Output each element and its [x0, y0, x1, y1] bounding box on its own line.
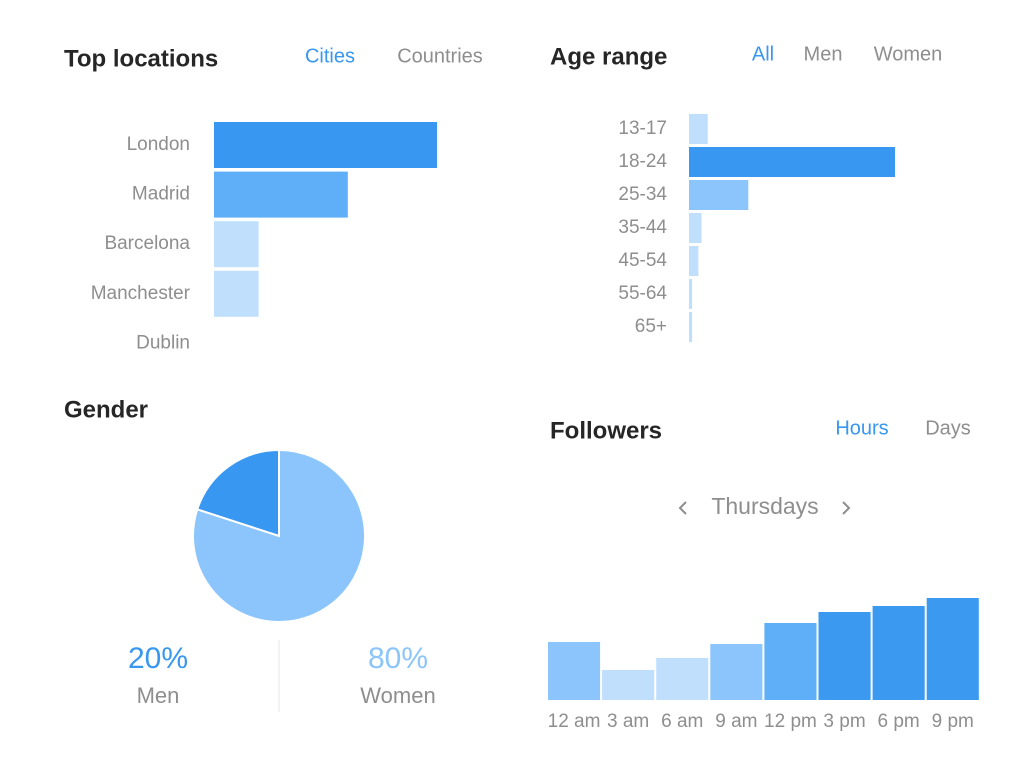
- prev-arrow[interactable]: [678, 501, 687, 515]
- category-label: Manchester: [91, 283, 191, 304]
- x-tick-label: 3 am: [607, 711, 649, 732]
- bar: [689, 312, 693, 342]
- bar: [689, 213, 702, 243]
- pie-slice: [192, 448, 366, 623]
- tab[interactable]: Hours: [835, 417, 888, 439]
- bar: [764, 623, 817, 700]
- bar: [926, 598, 979, 700]
- x-tick-label: 3 pm: [823, 711, 865, 732]
- category-label: Dublin: [136, 332, 190, 353]
- category-label: 13-17: [618, 118, 667, 139]
- section-title: Top locations: [64, 45, 218, 72]
- category-label: 55-64: [618, 283, 667, 304]
- bar: [872, 606, 925, 700]
- bar: [818, 612, 871, 700]
- category-label: 18-24: [618, 151, 667, 172]
- x-tick-label: 12 pm: [764, 711, 817, 732]
- category-label: 65+: [635, 316, 667, 337]
- x-tick-label: 9 pm: [932, 711, 974, 732]
- x-tick-label: 12 am: [548, 711, 601, 732]
- category-label: London: [127, 134, 190, 155]
- section-title: Age range: [550, 43, 667, 70]
- value-label: 20%: [128, 642, 188, 675]
- x-tick-label: 6 pm: [878, 711, 920, 732]
- value-label: 80%: [368, 642, 428, 675]
- category-label: 25-34: [618, 184, 667, 205]
- tab[interactable]: Days: [925, 417, 971, 439]
- bar: [214, 270, 259, 317]
- x-tick-label: 9 am: [715, 711, 757, 732]
- bar: [214, 171, 348, 218]
- tab[interactable]: Women: [874, 43, 943, 65]
- tab[interactable]: Men: [804, 43, 843, 65]
- category-label: 35-44: [618, 217, 667, 238]
- bar: [689, 180, 749, 210]
- bar: [710, 644, 763, 700]
- next-arrow[interactable]: [842, 501, 851, 515]
- bar: [689, 246, 699, 276]
- bar: [689, 279, 693, 309]
- x-tick-label: 6 am: [661, 711, 703, 732]
- bar: [656, 658, 709, 700]
- bar: [689, 147, 895, 177]
- category-label: Men: [137, 683, 180, 708]
- category-label: Women: [360, 683, 435, 708]
- section-title: Followers: [550, 417, 662, 444]
- pie-slice: [195, 448, 280, 538]
- bar: [689, 114, 708, 144]
- bar: [548, 642, 601, 700]
- bar: [602, 670, 655, 700]
- bar: [214, 221, 259, 268]
- tab[interactable]: Countries: [397, 45, 483, 67]
- bar: [214, 122, 437, 168]
- tab[interactable]: All: [752, 43, 774, 65]
- section-title: Gender: [64, 396, 148, 423]
- category-label: 45-54: [618, 250, 667, 271]
- day-selector: Thursdays: [711, 493, 818, 519]
- category-label: Madrid: [132, 184, 190, 205]
- category-label: Barcelona: [104, 233, 190, 254]
- tab[interactable]: Cities: [305, 45, 355, 67]
